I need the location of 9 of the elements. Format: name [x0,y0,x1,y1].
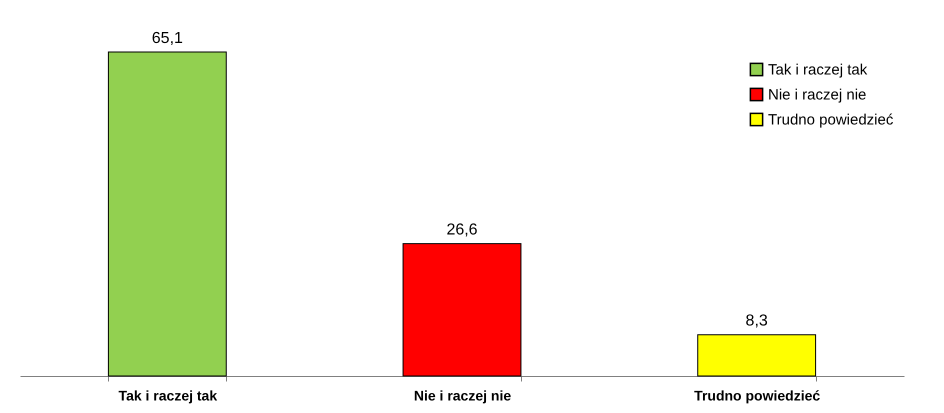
legend-label: Tak i raczej tak [768,62,868,78]
data-label: 8,3 [746,312,768,330]
x-tick-label: Nie i raczej nie [414,388,512,404]
x-tick-label: Tak i raczej tak [118,388,218,404]
legend-label: Trudno powiedzieć [768,112,894,128]
data-label: 26,6 [446,222,478,239]
data-label: 65,1 [152,30,184,47]
legend-label: Nie i raczej nie [768,86,866,104]
x-tick-label: Trudno powiedzieć [694,388,820,404]
